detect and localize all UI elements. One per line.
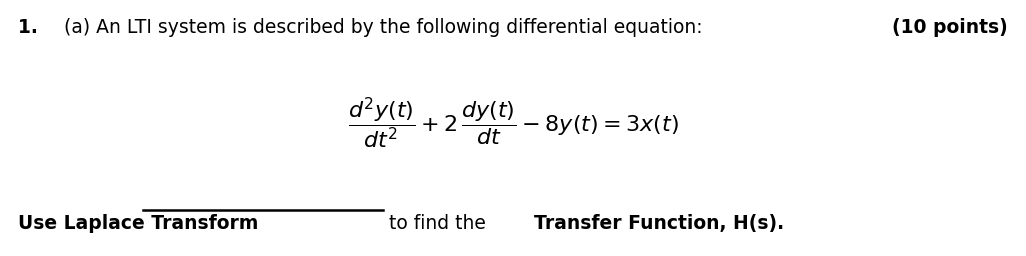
Text: $\dfrac{d^2y(t)}{dt^2} + 2\,\dfrac{dy(t)}{dt} - 8y(t) = 3x(t)$: $\dfrac{d^2y(t)}{dt^2} + 2\,\dfrac{dy(t)… — [348, 95, 678, 151]
Text: (10 points): (10 points) — [892, 18, 1008, 37]
Text: (a) An LTI system is described by the following differential equation:: (a) An LTI system is described by the fo… — [64, 18, 702, 37]
Text: Use Laplace Transform: Use Laplace Transform — [18, 214, 259, 233]
Text: Transfer Function, H(s).: Transfer Function, H(s). — [534, 214, 784, 233]
Text: 1.: 1. — [18, 18, 51, 37]
Text: to find the: to find the — [383, 214, 491, 233]
